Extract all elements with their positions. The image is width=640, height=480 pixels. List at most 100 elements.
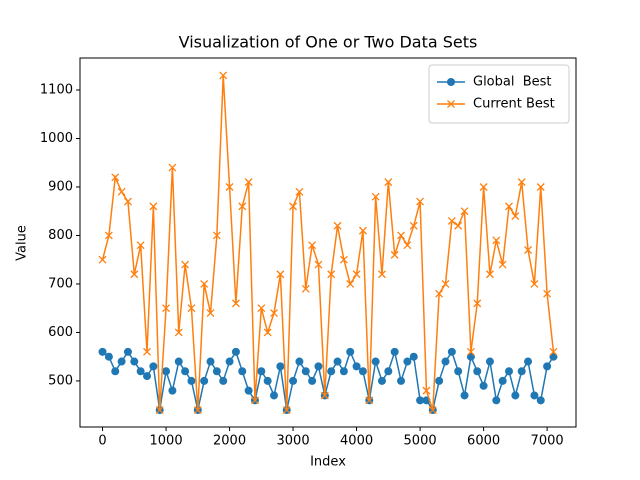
point — [117, 357, 126, 366]
point — [479, 183, 488, 191]
point — [219, 71, 228, 80]
point — [257, 304, 266, 313]
point — [162, 367, 171, 376]
point — [219, 376, 228, 385]
point — [231, 299, 240, 308]
point — [422, 386, 431, 395]
point — [543, 362, 552, 371]
point — [308, 241, 317, 250]
point — [168, 163, 177, 172]
point — [104, 352, 113, 361]
point — [377, 376, 386, 385]
point — [206, 309, 215, 318]
point — [384, 178, 393, 187]
point — [530, 279, 539, 288]
point — [371, 357, 380, 366]
point — [295, 187, 304, 196]
point — [536, 183, 545, 191]
y-tick-label: 700 — [48, 276, 73, 291]
legend-marker — [447, 100, 455, 108]
point — [123, 347, 132, 356]
point — [104, 231, 113, 240]
point — [365, 396, 374, 405]
point — [123, 197, 132, 206]
point — [225, 183, 234, 191]
point — [371, 192, 380, 201]
point — [244, 386, 253, 395]
point — [289, 376, 298, 385]
point — [174, 328, 183, 337]
point — [378, 270, 386, 279]
point — [441, 357, 450, 366]
y-tick-label: 600 — [48, 325, 73, 340]
point — [435, 376, 444, 385]
point — [136, 241, 145, 250]
point — [212, 231, 221, 240]
point — [282, 406, 291, 414]
point — [536, 396, 545, 405]
x-tick-label: 6000 — [467, 434, 500, 449]
point — [504, 367, 513, 376]
point — [346, 347, 355, 356]
point — [492, 396, 501, 405]
legend: Global Best Current Best — [428, 64, 570, 124]
legend-label: Global Best — [473, 75, 552, 90]
point — [263, 328, 272, 337]
point — [308, 376, 317, 385]
point — [358, 367, 367, 376]
point — [460, 207, 469, 216]
y-axis-label: Value — [15, 225, 30, 261]
x-tick-label: 7000 — [531, 434, 564, 449]
point — [314, 260, 323, 269]
point — [155, 406, 164, 414]
point — [289, 202, 298, 211]
point — [473, 299, 482, 308]
x-tick-label: 4000 — [340, 434, 373, 449]
point — [530, 391, 539, 400]
point — [320, 391, 329, 400]
legend-box — [428, 64, 570, 124]
point — [174, 357, 183, 366]
point — [181, 367, 190, 376]
point — [143, 347, 151, 356]
point — [263, 376, 272, 385]
point — [397, 376, 406, 385]
x-tick-label: 2000 — [213, 434, 246, 449]
point — [517, 178, 526, 187]
point — [181, 260, 190, 269]
point — [390, 347, 399, 356]
point — [98, 255, 107, 264]
point — [327, 270, 336, 279]
point — [543, 289, 552, 298]
point — [524, 246, 533, 254]
x-tick-label: 1000 — [150, 434, 183, 449]
point — [498, 260, 507, 269]
point — [352, 270, 361, 279]
point — [212, 367, 221, 376]
point — [498, 376, 507, 385]
point — [409, 352, 418, 361]
point — [403, 241, 412, 250]
point — [460, 391, 469, 400]
point — [454, 367, 463, 376]
x-tick-label: 3000 — [277, 434, 310, 449]
y-tick-label: 1100 — [40, 83, 73, 98]
point — [136, 367, 145, 376]
point — [447, 347, 456, 356]
point — [276, 270, 285, 279]
point — [485, 270, 494, 279]
point — [485, 357, 494, 366]
point — [511, 212, 520, 221]
point — [238, 367, 247, 376]
point — [384, 367, 393, 376]
y-tick-label: 500 — [48, 373, 73, 388]
point — [168, 386, 177, 395]
point — [397, 231, 405, 240]
point — [295, 357, 304, 366]
point — [333, 357, 342, 366]
point — [409, 221, 418, 230]
chart-title: Visualization of One or Two Data Sets — [179, 33, 478, 52]
point — [231, 347, 240, 356]
